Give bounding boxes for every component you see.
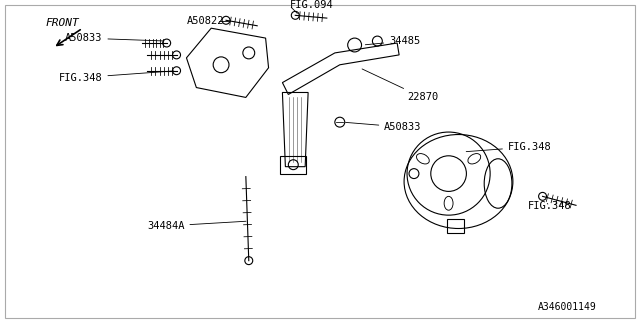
Text: A50833: A50833 — [65, 33, 164, 43]
Text: FIG.094: FIG.094 — [291, 0, 334, 11]
Text: 34484A: 34484A — [147, 221, 246, 231]
Text: FIG.348: FIG.348 — [528, 201, 572, 211]
Text: 34485: 34485 — [365, 36, 420, 46]
Text: A50822: A50822 — [186, 16, 224, 26]
Text: 22870: 22870 — [362, 69, 438, 102]
Text: A346001149: A346001149 — [538, 302, 596, 312]
Text: FIG.348: FIG.348 — [466, 142, 552, 152]
Text: A50833: A50833 — [346, 122, 422, 132]
Text: FIG.348: FIG.348 — [59, 71, 174, 83]
Text: FRONT: FRONT — [46, 18, 80, 28]
